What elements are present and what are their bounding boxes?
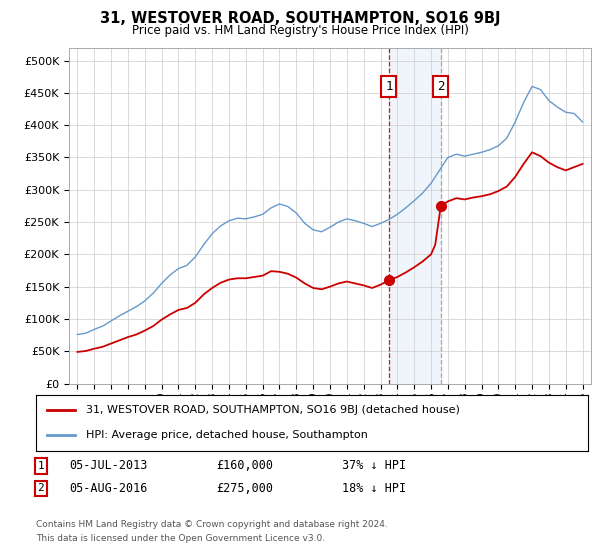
- Text: 31, WESTOVER ROAD, SOUTHAMPTON, SO16 9BJ (detached house): 31, WESTOVER ROAD, SOUTHAMPTON, SO16 9BJ…: [86, 405, 460, 416]
- Text: Price paid vs. HM Land Registry's House Price Index (HPI): Price paid vs. HM Land Registry's House …: [131, 24, 469, 36]
- Text: 2: 2: [437, 80, 445, 93]
- Text: 1: 1: [385, 80, 392, 93]
- Text: 18% ↓ HPI: 18% ↓ HPI: [342, 482, 406, 495]
- Text: HPI: Average price, detached house, Southampton: HPI: Average price, detached house, Sout…: [86, 430, 368, 440]
- Text: £275,000: £275,000: [216, 482, 273, 495]
- Text: This data is licensed under the Open Government Licence v3.0.: This data is licensed under the Open Gov…: [36, 534, 325, 543]
- Text: 31, WESTOVER ROAD, SOUTHAMPTON, SO16 9BJ: 31, WESTOVER ROAD, SOUTHAMPTON, SO16 9BJ: [100, 11, 500, 26]
- Text: 05-AUG-2016: 05-AUG-2016: [69, 482, 148, 495]
- Text: 2: 2: [37, 483, 44, 493]
- Text: 1: 1: [37, 461, 44, 471]
- Text: £160,000: £160,000: [216, 459, 273, 473]
- Text: 37% ↓ HPI: 37% ↓ HPI: [342, 459, 406, 473]
- Text: Contains HM Land Registry data © Crown copyright and database right 2024.: Contains HM Land Registry data © Crown c…: [36, 520, 388, 529]
- Text: 05-JUL-2013: 05-JUL-2013: [69, 459, 148, 473]
- Bar: [389, 48, 441, 384]
